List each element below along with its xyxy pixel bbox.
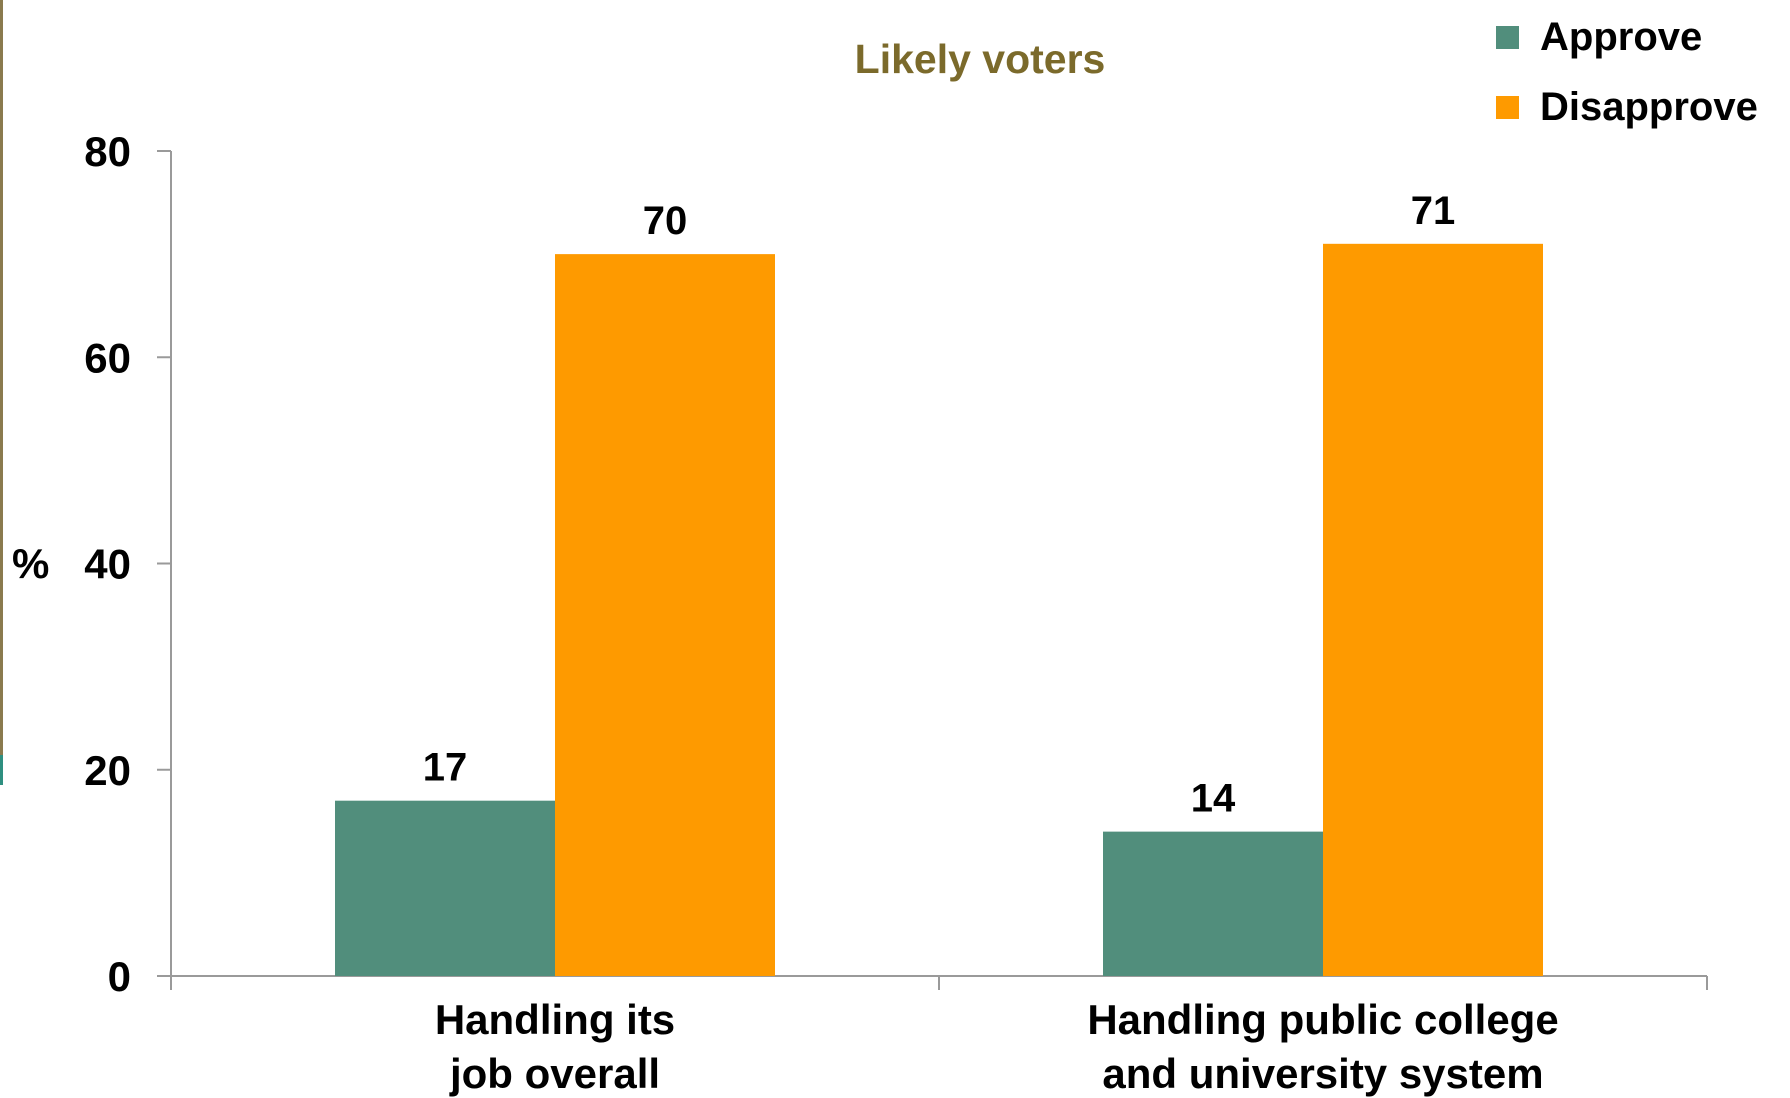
legend-label-approve: Approve <box>1540 14 1703 59</box>
y-tick-label-20: 20 <box>84 747 131 794</box>
y-tick-label-80: 80 <box>84 128 131 175</box>
data-label-approve-0: 17 <box>423 746 468 790</box>
y-tick-label-0: 0 <box>108 953 131 1000</box>
chart-title: Likely voters <box>854 36 1106 82</box>
data-label-approve-1: 14 <box>1191 777 1236 821</box>
legend-item-disapprove: Disapprove <box>1496 72 1758 142</box>
frame-left-accent <box>0 755 3 785</box>
legend-swatch-disapprove <box>1496 95 1519 119</box>
x-tick-label-0-1: job overall <box>449 1050 660 1097</box>
legend: Approve Disapprove <box>1496 2 1758 142</box>
legend-item-approve: Approve <box>1496 2 1758 72</box>
x-tick-label-1-1: and university system <box>1102 1050 1543 1097</box>
legend-swatch-approve <box>1496 25 1519 49</box>
bar-disapprove-0 <box>555 254 775 976</box>
data-label-disapprove-1: 71 <box>1411 189 1456 233</box>
y-tick-label-40: 40 <box>84 541 131 588</box>
bar-disapprove-1 <box>1323 243 1543 976</box>
legend-label-disapprove: Disapprove <box>1540 84 1758 129</box>
x-tick-label-1-0: Handling public college <box>1087 996 1558 1043</box>
data-label-disapprove-0: 70 <box>643 199 688 243</box>
y-axis-label: % <box>12 540 50 587</box>
frame-left-rule <box>0 0 3 775</box>
bar-approve-0 <box>335 800 555 976</box>
y-tick-label-60: 60 <box>84 334 131 381</box>
x-tick-label-0-0: Handling its <box>435 996 675 1043</box>
bar-approve-1 <box>1103 831 1323 976</box>
